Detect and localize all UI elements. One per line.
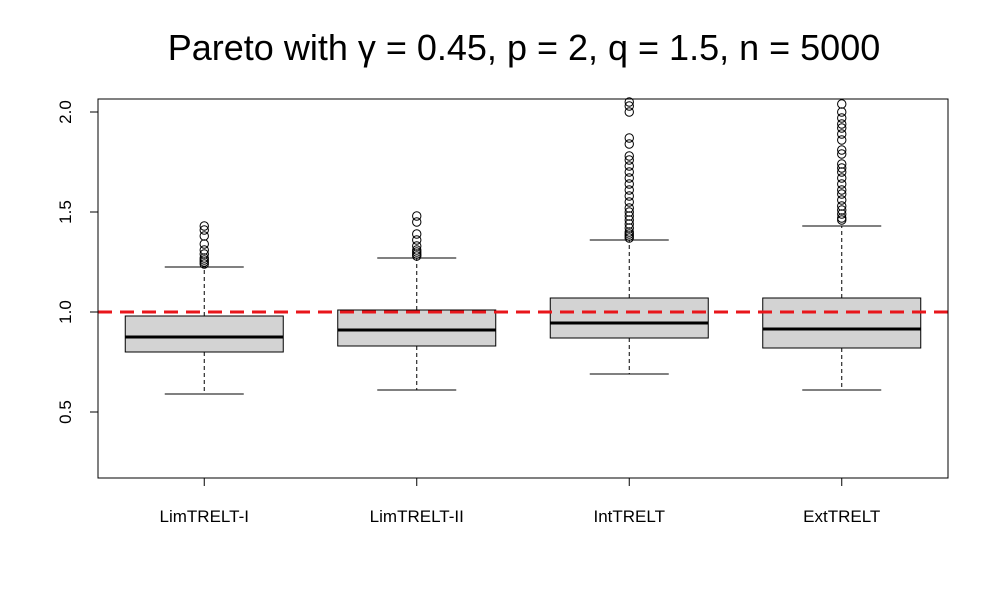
outlier-point xyxy=(199,225,209,235)
outlier-point xyxy=(199,245,209,255)
outlier-point xyxy=(624,161,634,171)
outlier-point xyxy=(412,217,422,227)
outlier-point xyxy=(624,167,634,177)
outlier-point xyxy=(837,99,847,109)
outlier-point xyxy=(837,201,847,211)
outlier-point xyxy=(624,173,634,183)
box-inttrelt xyxy=(549,97,709,375)
x-tick-label: LimTRELT-I xyxy=(160,507,249,526)
outlier-point xyxy=(624,191,634,201)
outlier-point xyxy=(624,107,634,117)
outlier-point xyxy=(837,179,847,189)
y-tick-label: 0.5 xyxy=(56,400,75,424)
outlier-point xyxy=(412,235,422,245)
outlier-point xyxy=(624,139,634,149)
outlier-point xyxy=(199,221,209,231)
outlier-point xyxy=(837,123,847,133)
outlier-point xyxy=(837,173,847,183)
outlier-point xyxy=(624,101,634,111)
plot-area xyxy=(98,97,948,395)
outlier-point xyxy=(624,185,634,195)
outlier-point xyxy=(837,195,847,205)
outlier-point xyxy=(837,185,847,195)
outlier-point xyxy=(624,151,634,161)
outlier-point xyxy=(837,205,847,215)
x-tick-label: IntTRELT xyxy=(594,507,665,526)
outlier-point xyxy=(837,145,847,155)
outlier-point xyxy=(837,159,847,169)
outlier-point xyxy=(624,203,634,213)
outlier-point xyxy=(412,211,422,221)
box-iqr xyxy=(549,297,709,339)
outlier-point xyxy=(624,155,634,165)
outlier-point xyxy=(837,135,847,145)
chart-title: Pareto with γ = 0.45, p = 2, q = 1.5, n … xyxy=(168,27,881,68)
box-iqr xyxy=(124,315,284,353)
box-iqr xyxy=(762,297,922,349)
box-iqr xyxy=(337,309,497,347)
outlier-point xyxy=(412,245,422,255)
box-exttrelt xyxy=(762,99,922,391)
outlier-point xyxy=(624,207,634,217)
outlier-point xyxy=(624,179,634,189)
outlier-point xyxy=(412,229,422,239)
outlier-point xyxy=(837,163,847,173)
outlier-point xyxy=(624,97,634,107)
outlier-point xyxy=(837,149,847,159)
box-limtrelt-i xyxy=(124,221,284,395)
x-tick-label: LimTRELT-II xyxy=(370,507,464,526)
outlier-point xyxy=(624,197,634,207)
outlier-point xyxy=(412,241,422,251)
y-tick-label: 1.5 xyxy=(56,200,75,224)
outlier-point xyxy=(837,113,847,123)
x-tick-label: ExtTRELT xyxy=(803,507,880,526)
y-tick-label: 1.0 xyxy=(56,300,75,324)
outlier-point xyxy=(624,133,634,143)
axes: 0.5 1.0 1.5 2.0 LimTRELT-I LimTRELT-II IntTREL… xyxy=(56,100,880,526)
outlier-point xyxy=(837,119,847,129)
y-tick-label: 2.0 xyxy=(56,100,75,124)
box-limtrelt-ii xyxy=(337,211,497,391)
outlier-point xyxy=(199,231,209,241)
outlier-point xyxy=(837,189,847,199)
outlier-point xyxy=(837,129,847,139)
outlier-point xyxy=(199,249,209,259)
